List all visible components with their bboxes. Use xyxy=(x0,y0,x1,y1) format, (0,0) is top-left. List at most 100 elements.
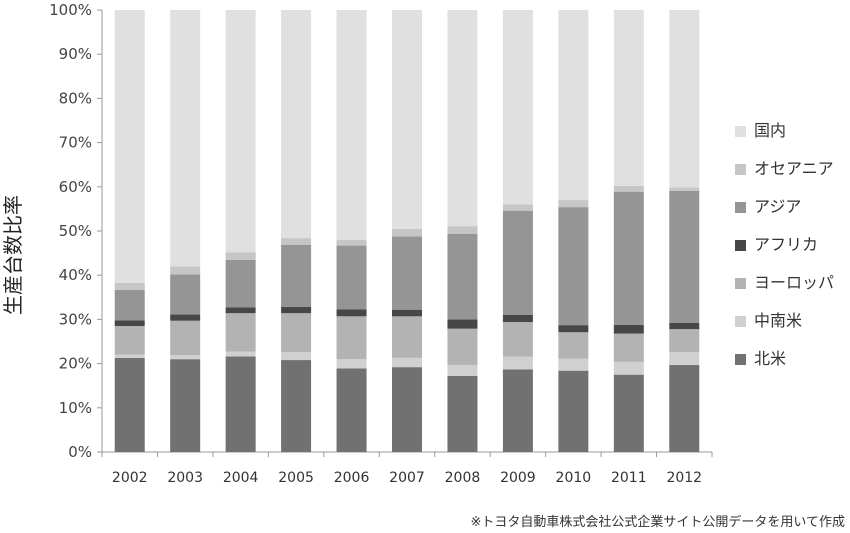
y-tick-label: 80% xyxy=(59,89,92,107)
legend-label: ヨーロッパ xyxy=(754,273,834,292)
bar-segment xyxy=(613,333,644,362)
y-tick-label: 70% xyxy=(59,134,92,152)
bar-segment xyxy=(392,316,422,358)
bar-segment xyxy=(613,324,644,334)
bar-segment xyxy=(336,309,367,317)
bar-segment xyxy=(336,245,367,310)
legend-label: オセアニア xyxy=(754,159,834,178)
legend-label: 国内 xyxy=(754,121,786,140)
bar-segment xyxy=(170,274,201,315)
x-tick-label: 2010 xyxy=(556,470,592,486)
legend-label: アフリカ xyxy=(754,235,818,254)
bar-segment xyxy=(392,10,422,229)
bar-segment xyxy=(558,332,589,359)
bar-segment xyxy=(613,10,644,186)
bar-segment xyxy=(502,322,533,357)
bar-segment xyxy=(114,320,145,327)
bar-segment xyxy=(502,356,533,370)
legend-swatch xyxy=(735,240,746,251)
bar-segment xyxy=(114,289,145,321)
bar-segment xyxy=(114,357,145,452)
legend-swatch xyxy=(735,126,746,137)
bars-group xyxy=(114,10,700,452)
bar-segment xyxy=(225,356,256,452)
bar-segment xyxy=(281,10,312,239)
y-tick-label: 40% xyxy=(59,266,92,284)
x-tick-label: 2004 xyxy=(223,470,259,486)
y-axis-label: 生産台数比率 xyxy=(1,195,25,315)
bar-segment xyxy=(669,329,700,353)
bar-segment xyxy=(669,322,700,330)
bar-segment xyxy=(502,314,533,323)
x-tick-label: 2005 xyxy=(278,470,314,486)
ticks-group: 0% 10% 20% 30% 40% 50% 60% 70% 80% 90% 100% 2002 200… xyxy=(49,1,713,486)
legend-label: アジア xyxy=(754,197,801,216)
footnote: ※トヨタ自動車株式会社公式企業サイト公開データを用いて作成 xyxy=(470,514,845,530)
bar-segment xyxy=(502,369,533,452)
bar-segment xyxy=(558,200,589,208)
x-tick-label: 2008 xyxy=(445,470,481,486)
bar-segment xyxy=(336,239,367,246)
bar-segment xyxy=(447,319,478,329)
legend-label: 北米 xyxy=(754,349,786,368)
bar-segment xyxy=(170,266,201,275)
x-tick-label: 2003 xyxy=(167,470,203,486)
legend-swatch xyxy=(735,354,746,365)
bar-segment xyxy=(613,191,644,325)
bar-segment xyxy=(170,10,201,267)
bar-segment xyxy=(669,187,700,191)
bar-segment xyxy=(170,314,201,321)
x-tick-label: 2009 xyxy=(500,470,536,486)
bar-segment xyxy=(170,320,201,356)
bar-segment xyxy=(114,326,145,355)
bar-segment xyxy=(502,204,533,211)
bar-segment xyxy=(669,10,700,188)
bar-segment xyxy=(225,259,256,308)
bar-segment xyxy=(669,190,700,323)
legend-swatch xyxy=(735,164,746,175)
bar-segment xyxy=(336,10,367,240)
bar-segment xyxy=(281,307,312,314)
x-tick-label: 2012 xyxy=(666,470,702,486)
bar-segment xyxy=(281,238,312,245)
y-tick-label: 60% xyxy=(59,178,92,196)
bar-segment xyxy=(392,357,422,368)
bar-segment xyxy=(225,10,256,253)
y-tick-label: 20% xyxy=(59,355,92,373)
bar-segment xyxy=(281,360,312,452)
bar-segment xyxy=(613,374,644,452)
bar-segment xyxy=(613,361,644,375)
bar-segment xyxy=(281,244,312,308)
bar-segment xyxy=(502,210,533,315)
y-tick-label: 90% xyxy=(59,45,92,63)
bar-segment xyxy=(558,10,589,201)
bar-segment xyxy=(225,313,256,352)
bar-segment xyxy=(336,316,367,360)
bar-segment xyxy=(225,307,256,314)
bar-segment xyxy=(392,367,422,452)
bar-segment xyxy=(558,325,589,333)
bar-segment xyxy=(170,355,201,360)
legend-label: 中南米 xyxy=(754,311,802,330)
bar-segment xyxy=(225,351,256,357)
bar-segment xyxy=(447,375,478,452)
bar-segment xyxy=(114,282,145,290)
bar-segment xyxy=(613,185,644,192)
legend-swatch xyxy=(735,316,746,327)
x-tick-label: 2007 xyxy=(389,470,425,486)
x-tick-label: 2006 xyxy=(334,470,370,486)
bar-segment xyxy=(558,358,589,371)
y-tick-label: 0% xyxy=(68,443,92,461)
bar-segment xyxy=(447,328,478,365)
bar-segment xyxy=(447,364,478,376)
bar-segment xyxy=(170,359,201,452)
bar-segment xyxy=(114,10,145,283)
bar-segment xyxy=(392,309,422,317)
bar-segment xyxy=(558,370,589,452)
bar-segment xyxy=(669,364,700,452)
bar-segment xyxy=(392,228,422,237)
bar-segment xyxy=(558,207,589,326)
legend-swatch xyxy=(735,202,746,213)
